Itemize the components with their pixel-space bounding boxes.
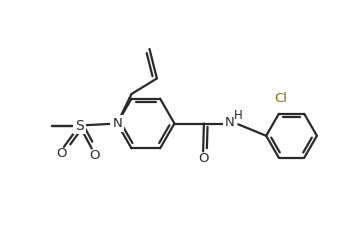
Text: O: O xyxy=(89,149,100,162)
Text: S: S xyxy=(75,119,84,133)
Text: N: N xyxy=(225,116,234,129)
Text: N: N xyxy=(112,117,122,130)
Text: O: O xyxy=(198,152,208,165)
Text: Cl: Cl xyxy=(274,92,287,105)
Text: H: H xyxy=(234,109,243,122)
Text: O: O xyxy=(56,147,66,160)
